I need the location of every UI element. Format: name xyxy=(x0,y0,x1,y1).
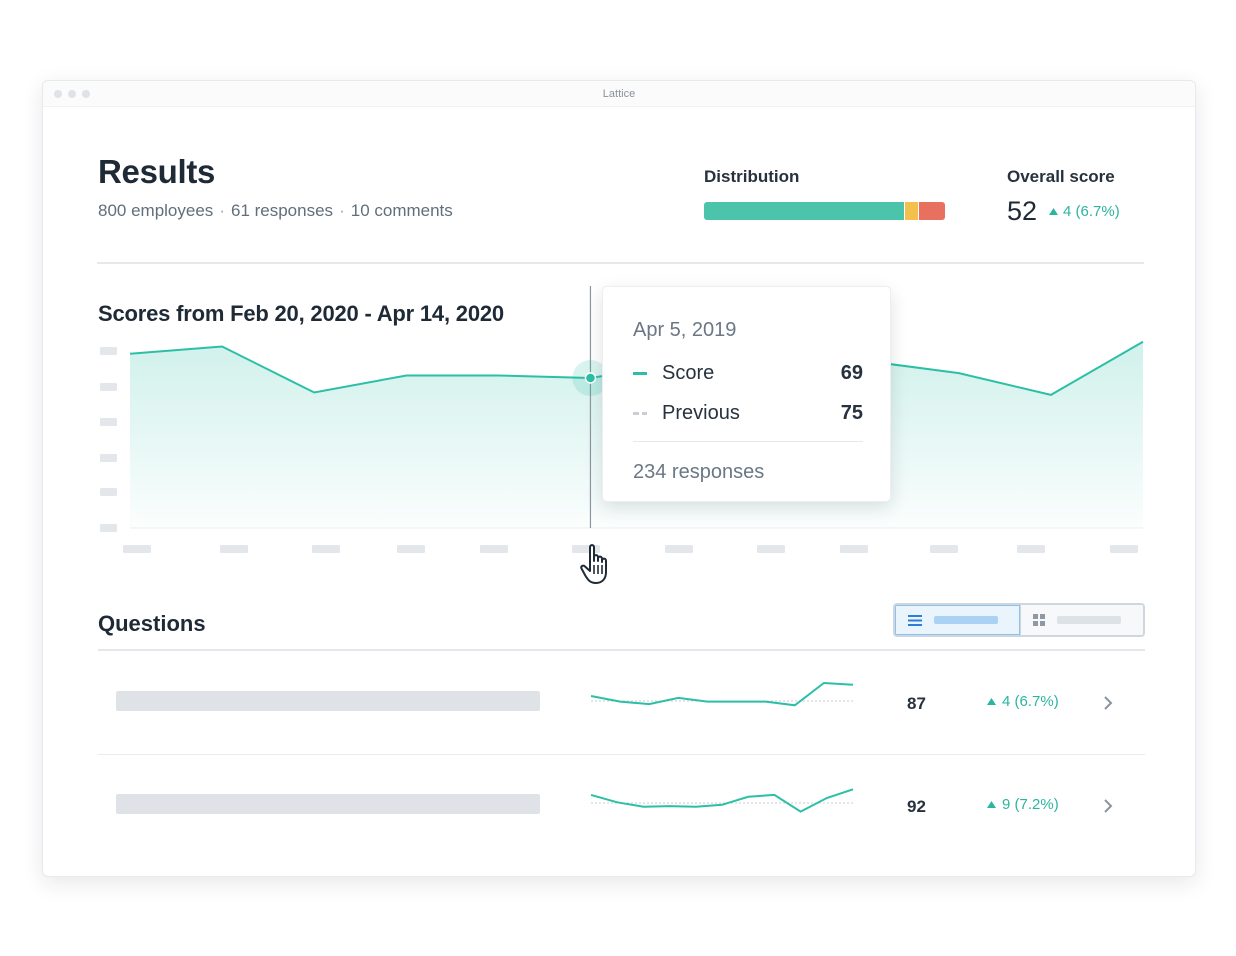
y-tick-label xyxy=(100,488,117,496)
overall-delta-text: 4 (6.7%) xyxy=(1063,203,1120,220)
tooltip-date: Apr 5, 2019 xyxy=(633,319,737,341)
maximize-dot[interactable] xyxy=(82,90,90,98)
x-tick-label xyxy=(840,545,868,553)
sparkline-path xyxy=(590,681,854,707)
distribution-segment-negative[interactable] xyxy=(918,202,945,220)
hover-point[interactable] xyxy=(584,372,597,384)
list-view-label xyxy=(934,616,998,624)
question-text-placeholder[interactable] xyxy=(116,691,540,711)
question-delta: 4 (6.7%) xyxy=(987,693,1059,710)
minimize-dot[interactable] xyxy=(68,90,76,98)
distribution-segment-positive[interactable] xyxy=(704,202,905,220)
x-tick-label xyxy=(1110,545,1138,553)
tooltip-row-score: Score 69 xyxy=(633,362,863,385)
list-icon xyxy=(908,614,922,626)
app-window: Lattice Results 800 employees · 61 respo… xyxy=(42,80,1196,877)
distribution-bar[interactable] xyxy=(704,202,945,220)
window-controls[interactable] xyxy=(54,90,90,98)
x-tick-label xyxy=(123,545,151,553)
results-stats: 800 employees · 61 responses · 10 commen… xyxy=(98,201,453,221)
tooltip-score-value: 69 xyxy=(840,362,863,384)
y-tick-label xyxy=(100,347,117,355)
stats-separator: · xyxy=(339,201,345,220)
stats-separator: · xyxy=(219,201,225,220)
triangle-up-icon xyxy=(1049,208,1058,215)
responses-count: 61 responses xyxy=(230,201,334,220)
distribution-segment-neutral[interactable] xyxy=(904,202,919,220)
questions-title: Questions xyxy=(98,611,206,636)
question-score: 87 xyxy=(907,694,926,713)
row-divider xyxy=(98,754,1145,755)
question-trend-sparkline xyxy=(590,788,854,813)
tooltip-previous-label: Previous xyxy=(662,402,740,424)
header-divider xyxy=(97,262,1144,264)
grid-view-button[interactable] xyxy=(1019,605,1143,635)
comments-count: 10 comments xyxy=(350,201,453,220)
x-tick-label xyxy=(312,545,340,553)
overall-score-label: Overall score xyxy=(1007,167,1115,186)
grid-view-label xyxy=(1056,616,1121,624)
x-tick-label xyxy=(930,545,958,553)
overall-score-value: 52 xyxy=(1007,196,1038,226)
list-view-button[interactable] xyxy=(895,605,1020,635)
grid-icon xyxy=(1032,614,1045,626)
chart-title: Scores from Feb 20, 2020 - Apr 14, 2020 xyxy=(98,301,504,326)
tooltip-row-previous: Previous 75 xyxy=(633,402,863,425)
question-score: 92 xyxy=(907,797,926,816)
hand-pointer-icon xyxy=(580,544,607,584)
window-titlebar: Lattice xyxy=(43,81,1195,107)
triangle-up-icon xyxy=(987,698,996,705)
question-delta-text: 4 (6.7%) xyxy=(1002,693,1059,710)
x-tick-label xyxy=(665,545,693,553)
page-title: Results xyxy=(98,153,216,190)
previous-swatch xyxy=(633,412,647,415)
x-tick-label xyxy=(397,545,425,553)
distribution-label: Distribution xyxy=(704,167,800,186)
employees-count: 800 employees xyxy=(98,201,214,220)
x-tick-label xyxy=(757,545,785,553)
y-tick-label xyxy=(100,383,117,391)
tooltip-previous-value: 75 xyxy=(840,402,863,424)
x-tick-label xyxy=(480,545,508,553)
close-dot[interactable] xyxy=(54,90,62,98)
sparkline-path xyxy=(590,788,854,813)
overall-score-delta: 4 (6.7%) xyxy=(1049,203,1120,220)
tooltip-divider xyxy=(633,441,863,442)
x-tick-label xyxy=(1017,545,1045,553)
tooltip-score-label: Score xyxy=(662,362,715,384)
y-tick-label xyxy=(100,418,117,426)
question-trend-sparkline xyxy=(590,681,854,707)
chart-tooltip: Apr 5, 2019 Score 69 Previous 75 234 res… xyxy=(602,286,891,502)
question-delta-text: 9 (7.2%) xyxy=(1002,796,1059,813)
view-toggle[interactable] xyxy=(893,603,1145,637)
x-axis-ticks xyxy=(123,545,1138,553)
question-text-placeholder[interactable] xyxy=(116,794,540,814)
x-tick-label xyxy=(220,545,248,553)
y-tick-label xyxy=(100,524,117,532)
score-swatch xyxy=(633,372,647,375)
tooltip-responses: 234 responses xyxy=(633,461,765,483)
window-title: Lattice xyxy=(602,88,636,100)
questions-divider xyxy=(98,649,1145,651)
chevron-right-icon[interactable] xyxy=(1103,695,1113,711)
triangle-up-icon xyxy=(987,801,996,808)
y-tick-label xyxy=(100,454,117,462)
chevron-right-icon[interactable] xyxy=(1103,798,1113,814)
question-delta: 9 (7.2%) xyxy=(987,796,1059,813)
